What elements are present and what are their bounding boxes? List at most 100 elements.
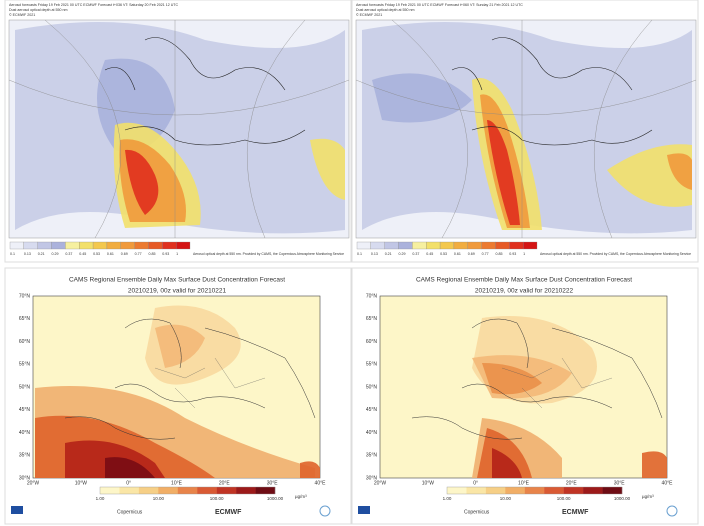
lat-label: 35°N [19,453,31,459]
colorbar-swatch [236,487,256,494]
colorbar-swatch [9,241,24,250]
dust-field [105,457,155,478]
colorbar-label: 0.53 [440,252,447,256]
colorbar-swatch [495,241,510,250]
colorbar-label: 0.37 [412,252,419,256]
colorbar-swatch [412,241,427,250]
colorbar-label: 1000.00 [267,496,284,501]
lat-label: 45°N [366,407,378,413]
colorbar-label: 0.21 [385,252,392,256]
lon-label: 40°E [315,480,327,486]
lat-label: 65°N [19,316,31,322]
panel-header: Aerosol forecasts Friday 19 Feb 2021 00 … [9,3,178,7]
colorbar-label: 100.00 [557,496,571,501]
colorbar-frame [99,486,276,495]
colorbar-swatch [79,241,94,250]
lat-label: 50°N [19,384,31,390]
lon-label: 0° [126,480,131,486]
panel-title: CAMS Regional Ensemble Daily Max Surface… [69,277,285,284]
colorbar-label: 0.29 [52,252,59,256]
lon-label: 30°E [267,480,279,486]
lon-label: 30°E [614,480,626,486]
colorbar-swatch [92,241,108,250]
colorbar-label: 0.69 [121,252,128,256]
eu-flag [11,506,23,514]
coastline [451,37,653,146]
panel-header: © ECMWF 2021 [356,13,382,17]
lon-label: 40°E [662,480,674,486]
colorbar-swatch [138,487,159,494]
lat-label: 70°N [19,293,31,299]
colorbar-swatch [356,241,371,250]
colorbar-swatch [544,487,564,494]
colorbar-label: 0.37 [65,252,72,256]
panel-footer: Aerosol optical depth at 550 nm. Provide… [540,252,691,256]
lat-label: 65°N [366,316,378,322]
dust-field [300,461,320,478]
lat-label: 60°N [19,339,31,345]
lat-label: 50°N [366,384,378,390]
coastline [104,37,306,146]
colorbar-label: 0.21 [38,252,45,256]
colorbar-swatch [120,241,135,250]
colorbar-swatch [563,487,584,494]
coastline [64,318,316,440]
lat-label: 60°N [366,339,378,345]
lat-label: 45°N [19,407,31,413]
aod-field [310,138,345,200]
panel-footer: Aerosol optical depth at 550 nm. Provide… [193,252,344,256]
logo-ecmwf: ECMWF [562,509,589,516]
colorbar-swatch [439,241,455,250]
colorbar-label: 0.69 [468,252,475,256]
colorbar-swatch [176,241,191,250]
panel-title: CAMS Regional Ensemble Daily Max Surface… [416,277,632,284]
panel-subtitle: 20210219, 00z valid for 20210221 [128,288,227,295]
colorbar-swatch [51,241,66,250]
colorbar-swatch [447,487,467,494]
lon-label: 20°W [27,480,40,486]
colorbar-label: 0.77 [135,252,142,256]
lat-label: 30°N [19,475,31,481]
dust-field [477,428,532,478]
colorbar-swatch [177,487,198,494]
borders [501,357,613,409]
colorbar-label: 0.45 [426,252,433,256]
lon-label: 20°E [219,480,231,486]
lat-label: 55°N [366,362,378,368]
lat-label: 40°N [366,430,378,436]
colorbar-swatch [602,487,623,494]
colorbar-label: 0.1 [10,252,15,256]
colorbar-swatch [134,241,149,250]
colorbar-label: 0.45 [79,252,86,256]
lat-label: 70°N [366,293,378,299]
dust-panel: CAMS Regional Ensemble Daily Max Surface… [4,267,352,525]
colorbar-swatch [466,487,487,494]
panel-header: © ECMWF 2021 [9,13,35,17]
colorbar-swatch [65,241,80,250]
colorbar-swatch [23,241,38,250]
colorbar-label: 0.61 [107,252,114,256]
borders [154,357,266,409]
aod-field [667,153,692,190]
colorbar-label: 1.00 [443,496,452,501]
colorbar-swatch [216,487,237,494]
colorbar-swatch [384,241,399,250]
colorbar-label: 1000.00 [614,496,631,501]
colorbar-label: 1 [176,252,178,256]
dust-panel: CAMS Regional Ensemble Daily Max Surface… [351,267,699,525]
colorbar-label: 0.77 [482,252,489,256]
colorbar-label: 0.93 [509,252,516,256]
colorbar-swatch [255,487,276,494]
lon-label: 20°W [374,480,387,486]
colorbar-label: 1.00 [96,496,105,501]
colorbar-label: 0.13 [24,252,31,256]
lon-label: 10°W [75,480,88,486]
aod-field [372,73,472,123]
eu-flag [358,506,370,514]
colorbar-swatch [148,241,163,250]
colorbar-label: 100.00 [210,496,224,501]
colorbar-label: 0.53 [93,252,100,256]
colorbar-swatch [158,487,178,494]
colorbar-unit: µg/m³ [642,494,654,499]
